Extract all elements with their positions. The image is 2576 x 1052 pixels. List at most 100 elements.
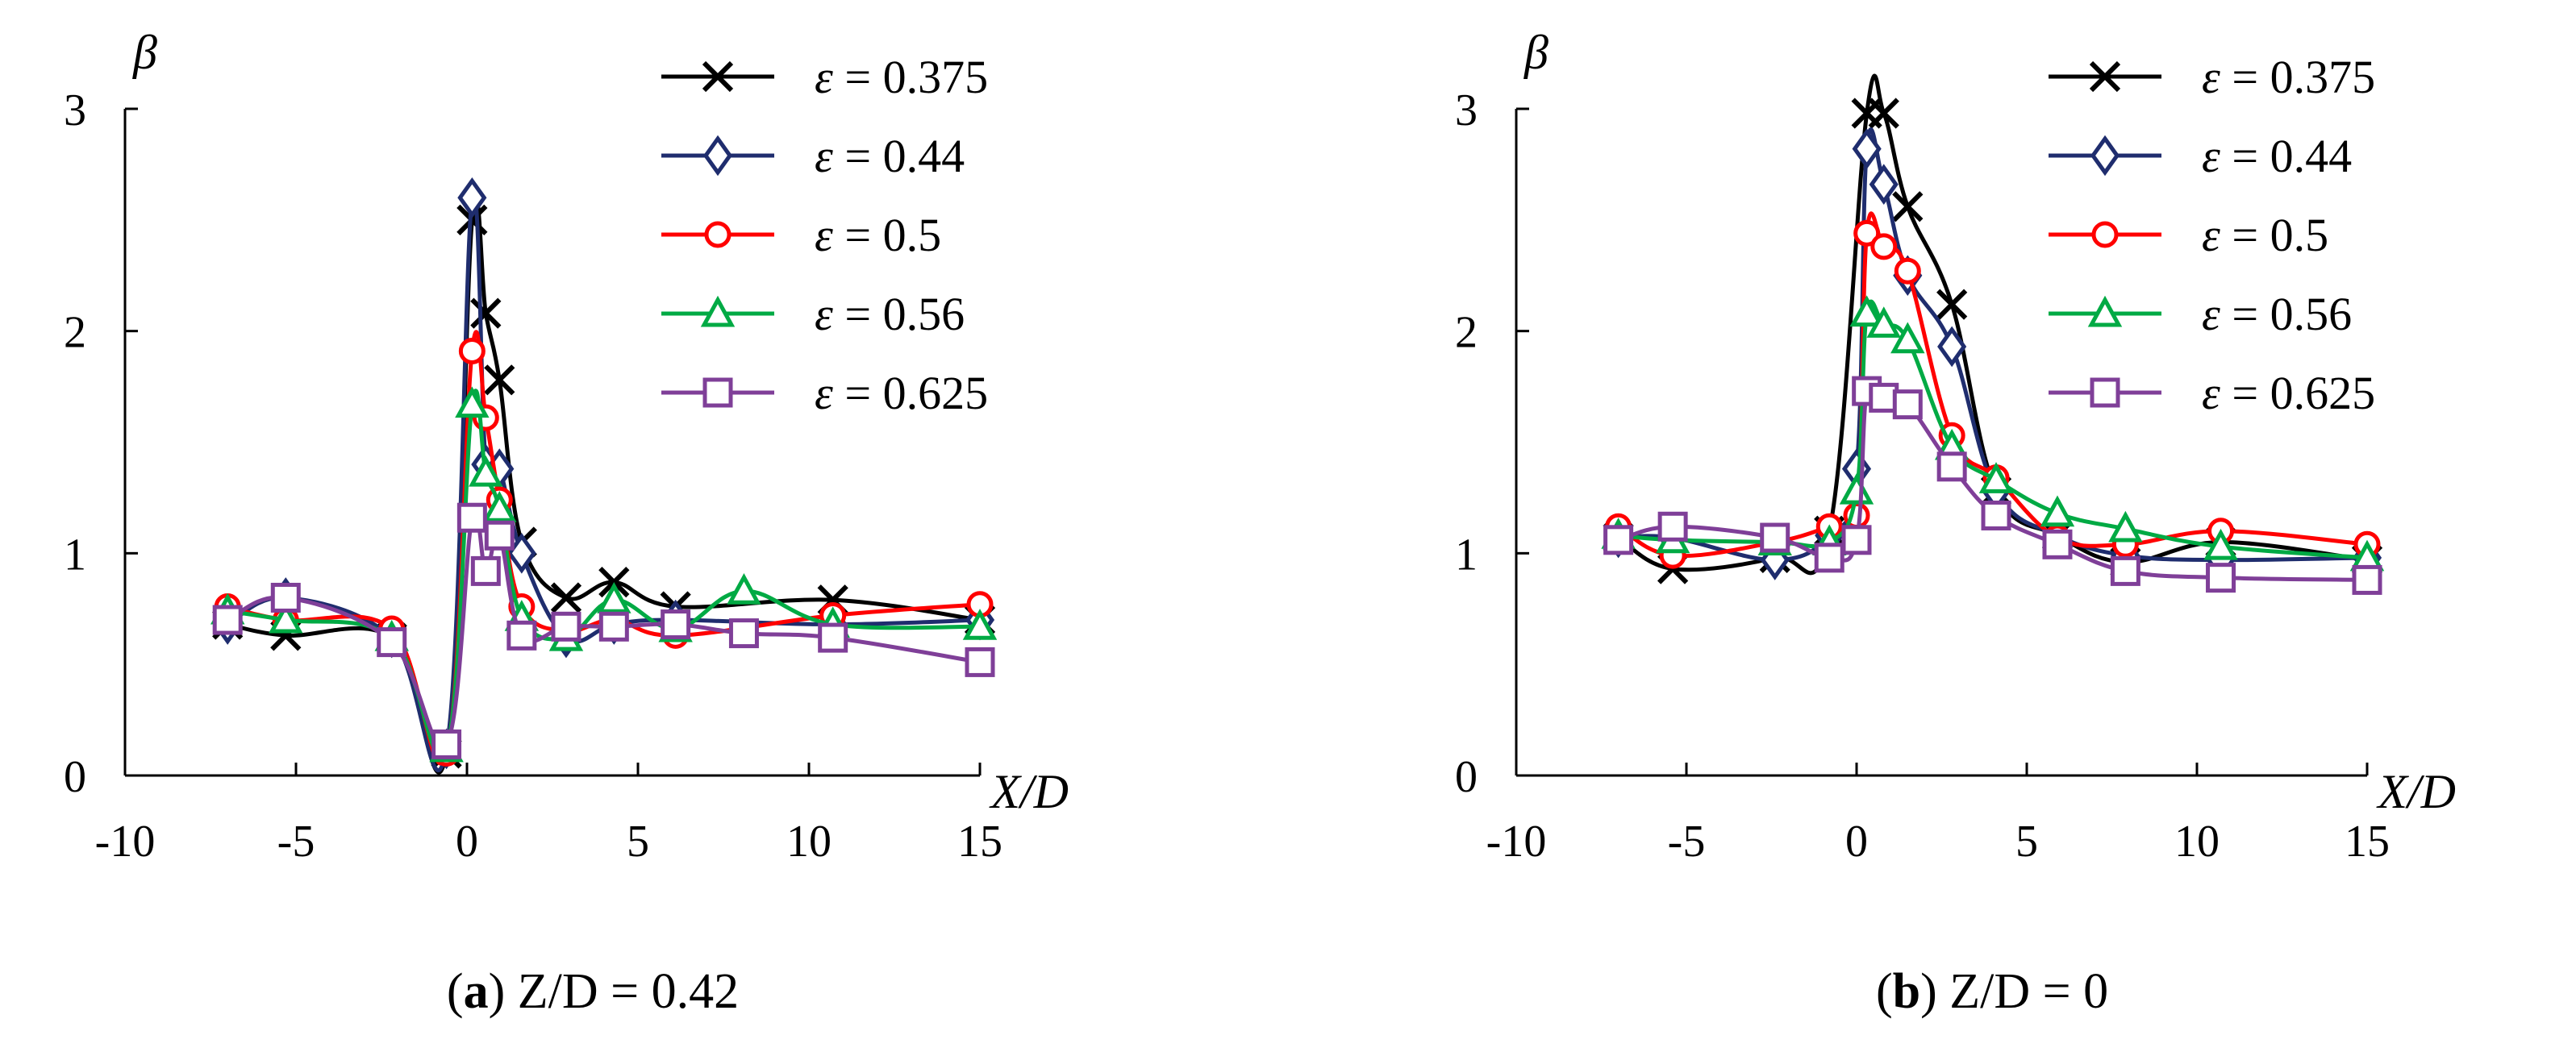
caption-text: ) Z/D = 0	[1920, 964, 2108, 1019]
legend-value: = 0.625	[833, 367, 988, 419]
legend-label: ε = 0.5	[2202, 209, 2328, 261]
data-point-marker	[2040, 495, 2075, 527]
y-tick-label: 2	[64, 308, 86, 358]
legend-value: = 0.44	[833, 130, 965, 182]
legend-value: = 0.56	[2220, 288, 2352, 340]
legend-symbol: ε	[815, 51, 833, 103]
x-tick-label: 10	[2174, 817, 2220, 867]
legend-label: ε = 0.56	[2202, 288, 2352, 340]
x-tick-label: 0	[1845, 817, 1868, 867]
x-tick-label: -10	[95, 817, 156, 867]
legend-marker	[702, 60, 734, 93]
x-tick-label: 15	[2345, 817, 2390, 867]
y-tick-label: 0	[64, 752, 86, 802]
x-tick-label: 0	[456, 817, 478, 867]
legend-symbol: ε	[2202, 288, 2220, 340]
x-axis-label: X/D	[989, 765, 1069, 818]
data-point-marker	[1892, 389, 1923, 420]
caption-letter: a	[464, 964, 489, 1019]
legend-marker	[700, 295, 736, 327]
legend-marker	[2091, 221, 2119, 248]
legend-symbol: ε	[815, 130, 833, 182]
data-point-marker	[506, 620, 537, 651]
data-point-marker	[2206, 563, 2236, 593]
data-point-marker	[377, 627, 407, 658]
x-tick-label: 5	[2015, 817, 2038, 867]
legend-symbol: ε	[2202, 51, 2220, 103]
legend-marker	[2090, 135, 2120, 177]
data-point-marker	[2352, 564, 2382, 595]
data-point-marker	[1936, 289, 1968, 320]
data-point-marker	[1981, 500, 2011, 530]
x-tick-label: 5	[627, 817, 649, 867]
x-axis-label: X/D	[2376, 765, 2456, 818]
legend-label: ε = 0.44	[2202, 130, 2352, 182]
data-point-marker	[2042, 529, 2073, 559]
legend-label: ε = 0.44	[815, 130, 965, 182]
data-point-marker	[455, 386, 490, 418]
data-point-marker	[1841, 525, 1872, 555]
legend-value: = 0.625	[2220, 367, 2375, 419]
data-point-marker	[598, 611, 629, 642]
legend-label: ε = 0.625	[2202, 367, 2375, 419]
data-point-marker	[1760, 522, 1790, 553]
panel-caption: (a) Z/D = 0.42	[447, 964, 739, 1019]
legend-marker	[704, 221, 732, 248]
legend-label: ε = 0.625	[815, 367, 988, 419]
data-point-marker	[456, 502, 487, 533]
legend-symbol: ε	[815, 367, 833, 419]
legend-marker	[702, 135, 733, 177]
y-tick-label: 3	[1455, 85, 1478, 135]
data-point-marker	[484, 364, 515, 396]
x-tick-label: 10	[786, 817, 832, 867]
data-point-marker	[1869, 164, 1899, 206]
data-point-marker	[1892, 191, 1924, 222]
caption-prefix: (	[1876, 964, 1893, 1019]
legend-symbol: ε	[2202, 130, 2220, 182]
legend-value: = 0.375	[2220, 51, 2375, 103]
legend-label: ε = 0.375	[2202, 51, 2375, 103]
x-tick-label: -5	[277, 817, 315, 867]
data-point-marker	[269, 601, 303, 634]
data-point-marker	[1870, 233, 1898, 260]
data-point-marker	[1603, 525, 1634, 555]
data-point-marker	[470, 555, 501, 586]
data-point-marker	[1657, 511, 1688, 542]
data-point-marker	[2110, 555, 2140, 586]
data-point-marker	[482, 491, 517, 522]
legend-symbol: ε	[815, 288, 833, 340]
legend-symbol: ε	[2202, 209, 2220, 261]
legend-symbol: ε	[815, 209, 833, 261]
data-point-marker	[1937, 326, 1967, 368]
legend-label: ε = 0.56	[815, 288, 965, 340]
legend-label: ε = 0.5	[815, 209, 941, 261]
data-point-marker	[728, 618, 759, 649]
data-point-marker	[470, 297, 502, 329]
data-point-marker	[1853, 219, 1881, 247]
legend-marker	[702, 377, 733, 408]
legend-value: = 0.5	[2220, 209, 2328, 261]
data-point-marker	[597, 582, 631, 613]
data-point-marker	[469, 455, 503, 487]
data-point-marker	[484, 520, 515, 551]
legend-value: = 0.5	[833, 209, 941, 261]
data-point-marker	[965, 647, 995, 677]
legend-value: = 0.44	[2220, 130, 2352, 182]
legend-label: ε = 0.375	[815, 51, 988, 103]
y-tick-label: 1	[64, 530, 86, 580]
data-point-marker	[661, 609, 691, 640]
data-point-marker	[1894, 257, 1921, 285]
data-point-marker	[458, 337, 486, 364]
data-point-marker	[2203, 528, 2238, 560]
data-point-marker	[1868, 98, 1899, 129]
y-tick-label: 0	[1455, 752, 1478, 802]
legend-symbol: ε	[2202, 367, 2220, 419]
y-axis-label: β	[1524, 26, 1549, 79]
data-point-marker	[431, 729, 462, 759]
data-point-marker	[1814, 543, 1844, 573]
series-4	[210, 386, 998, 763]
data-point-marker	[2108, 510, 2143, 543]
data-point-marker	[550, 582, 582, 613]
